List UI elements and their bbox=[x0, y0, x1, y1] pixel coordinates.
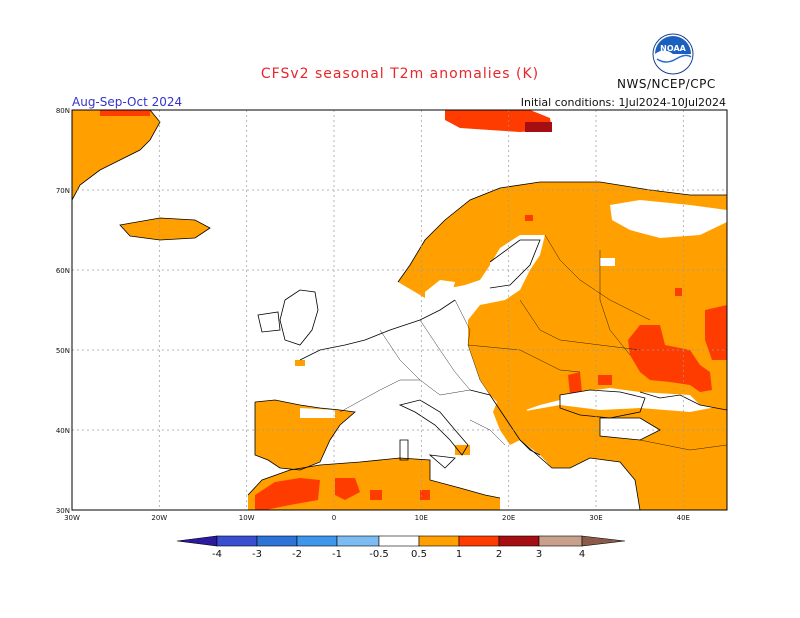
graticule bbox=[72, 110, 727, 510]
colorbar-label: -4 bbox=[212, 549, 222, 560]
coastlines bbox=[72, 110, 727, 510]
colorbar-segment bbox=[498, 535, 540, 547]
lat-label: 50N bbox=[56, 347, 70, 355]
lon-label: 10W bbox=[239, 514, 255, 522]
chart-title: CFSv2 seasonal T2m anomalies (K) bbox=[260, 66, 540, 82]
colorbar-segment bbox=[378, 535, 420, 547]
colorbar-label: 0.5 bbox=[411, 549, 427, 560]
colorbar-segment bbox=[418, 535, 460, 547]
colorbar bbox=[176, 535, 626, 547]
longitude-labels: 30W 20W 10W 0 10E 20E 30E 40E bbox=[64, 514, 690, 522]
lon-label: 30E bbox=[589, 514, 602, 522]
colorbar-label: -3 bbox=[252, 549, 262, 560]
noaa-logo-icon: NOAA bbox=[652, 33, 694, 75]
lat-label: 70N bbox=[56, 187, 70, 195]
colorbar-segment bbox=[296, 535, 338, 547]
agency-label: NWS/NCEP/CPC bbox=[617, 77, 716, 91]
colorbar-segment bbox=[336, 535, 380, 547]
colorbar-segment bbox=[216, 535, 258, 547]
lat-label: 40N bbox=[56, 427, 70, 435]
anomaly-fill-layer bbox=[72, 110, 727, 510]
colorbar-label: -1 bbox=[332, 549, 342, 560]
lat-label: 60N bbox=[56, 267, 70, 275]
lat-label: 80N bbox=[56, 107, 70, 115]
season-label: Aug-Sep-Oct 2024 bbox=[72, 95, 183, 109]
lat-label: 30N bbox=[56, 507, 70, 515]
colorbar-segment bbox=[256, 535, 298, 547]
colorbar-label: 1 bbox=[455, 549, 463, 560]
logo-text: NOAA bbox=[660, 44, 686, 53]
colorbar-segment bbox=[538, 535, 583, 547]
lon-label: 20E bbox=[502, 514, 515, 522]
colorbar-segment bbox=[581, 535, 626, 547]
colorbar-label: 3 bbox=[535, 549, 543, 560]
lon-label: 30W bbox=[64, 514, 80, 522]
lon-label: 40E bbox=[677, 514, 690, 522]
colorbar-label: 4 bbox=[578, 549, 586, 560]
colorbar-label: -0.5 bbox=[369, 549, 389, 560]
colorbar-segment bbox=[458, 535, 500, 547]
initial-conditions-label: Initial conditions: 1Jul2024-10Jul2024 bbox=[520, 96, 726, 109]
colorbar-segment bbox=[176, 535, 218, 547]
lon-label: 0 bbox=[332, 514, 336, 522]
colorbar-label: 2 bbox=[495, 549, 503, 560]
colorbar-label: -2 bbox=[292, 549, 302, 560]
latitude-labels: 80N 70N 60N 50N 40N 30N bbox=[56, 107, 70, 515]
lon-label: 20W bbox=[151, 514, 167, 522]
lon-label: 10E bbox=[415, 514, 428, 522]
map-frame bbox=[71, 109, 728, 511]
